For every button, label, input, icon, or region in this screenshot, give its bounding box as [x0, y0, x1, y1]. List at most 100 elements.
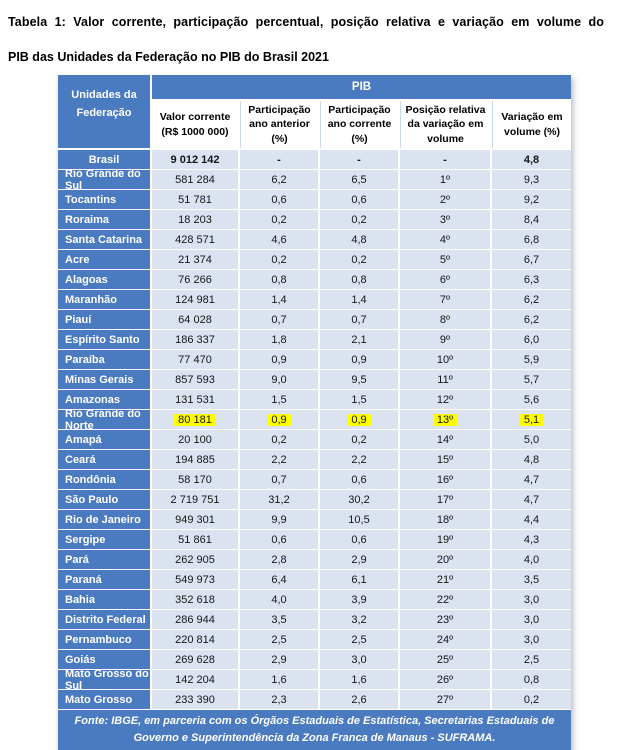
cell-value: 4,0: [240, 590, 318, 609]
cell-value: 0,6: [320, 530, 398, 549]
cell-value: 6º: [400, 270, 490, 289]
table-row: Minas Gerais 857 593 9,0 9,5 11º 5,7: [58, 370, 571, 389]
cell-value: 5,0: [492, 430, 571, 449]
cell-value: 233 390: [152, 690, 238, 709]
cell-value: 16º: [400, 470, 490, 489]
table-row: Pernambuco 220 814 2,5 2,5 24º 3,0: [58, 630, 571, 649]
cell-value: 1,6: [240, 670, 318, 689]
cell-value: 949 301: [152, 510, 238, 529]
table-row: Rio de Janeiro 949 301 9,9 10,5 18º 4,4: [58, 510, 571, 529]
row-label: Alagoas: [58, 270, 150, 289]
cell-value: 6,2: [492, 310, 571, 329]
row-label: Rio Grande do Sul: [58, 168, 150, 192]
cell-value: 8,4: [492, 210, 571, 229]
table-row: Bahia 352 618 4,0 3,9 22º 3,0: [58, 590, 571, 609]
cell-value: 2,9: [240, 650, 318, 669]
cell-value: 0,7: [240, 310, 318, 329]
cell-value: 3º: [400, 210, 490, 229]
cell-value: 5,7: [492, 370, 571, 389]
row-label: Rio Grande do Norte: [58, 408, 150, 432]
cell-value: 8º: [400, 310, 490, 329]
row-label: Maranhão: [58, 290, 150, 309]
cell-value: 4,3: [492, 530, 571, 549]
row-label: Espírito Santo: [58, 330, 150, 349]
row-label: Sergipe: [58, 530, 150, 549]
row-label: Amapá: [58, 430, 150, 449]
cell-value: 0,8: [240, 270, 318, 289]
row-label: Piauí: [58, 310, 150, 329]
cell-value: 4,7: [492, 470, 571, 489]
cell-value: 9,3: [492, 170, 571, 189]
cell-value: 6,0: [492, 330, 571, 349]
cell-value: 22º: [400, 590, 490, 609]
cell-value: 9,9: [240, 510, 318, 529]
cell-value: 10,5: [320, 510, 398, 529]
cell-value: 3,0: [320, 650, 398, 669]
cell-value: 31,2: [240, 490, 318, 509]
cell-value: 30,2: [320, 490, 398, 509]
cell-value: 2,5: [492, 650, 571, 669]
table-row: Maranhão 124 981 1,4 1,4 7º 6,2: [58, 290, 571, 309]
table-row: Alagoas 76 266 0,8 0,8 6º 6,3: [58, 270, 571, 289]
table-row: Ceará 194 885 2,2 2,2 15º 4,8: [58, 450, 571, 469]
cell-value: 3,0: [492, 630, 571, 649]
cell-value: 80 181: [152, 410, 238, 429]
cell-value: 17º: [400, 490, 490, 509]
cell-value: 2,6: [320, 690, 398, 709]
table-row: Amapá 20 100 0,2 0,2 14º 5,0: [58, 430, 571, 449]
cell-value: 1,4: [240, 290, 318, 309]
row-label: Tocantins: [58, 190, 150, 209]
cell-value: 51 861: [152, 530, 238, 549]
highlight-mark: 13º: [432, 413, 458, 426]
cell-value: 58 170: [152, 470, 238, 489]
cell-value: 0,6: [320, 190, 398, 209]
table-row: Sergipe 51 861 0,6 0,6 19º 4,3: [58, 530, 571, 549]
cell-value: 142 204: [152, 670, 238, 689]
cell-value: 5,9: [492, 350, 571, 369]
table-row: Rio Grande do Norte 80 181 0,9 0,9 13º 5,1: [58, 408, 571, 432]
pib-table: Unidades da Federação PIB Valor corrente…: [58, 75, 571, 750]
cell-value: 0,9: [240, 410, 318, 429]
cell-value: 15º: [400, 450, 490, 469]
cell-value: 0,2: [492, 690, 571, 709]
cell-value: 131 531: [152, 390, 238, 409]
cell-value: 220 814: [152, 630, 238, 649]
cell-value: 4,8: [492, 150, 571, 169]
row-label: Pará: [58, 550, 150, 569]
cell-value: 26º: [400, 670, 490, 689]
row-label: Rondônia: [58, 470, 150, 489]
table-row: Paraná 549 973 6,4 6,1 21º 3,5: [58, 570, 571, 589]
table-header: Unidades da Federação PIB Valor corrente…: [58, 75, 571, 148]
cell-value: 2,8: [240, 550, 318, 569]
cell-value: 1,4: [320, 290, 398, 309]
row-label: Bahia: [58, 590, 150, 609]
highlight-mark: 0,9: [347, 413, 371, 426]
cell-value: 581 284: [152, 170, 238, 189]
cell-value: 0,9: [320, 350, 398, 369]
table-row: Mato Grosso do Sul 142 204 1,6 1,6 26º 0,8: [58, 668, 571, 692]
cell-value: 2,9: [320, 550, 398, 569]
column-header-valor-corrente: Valor corrente (R$ 1000 000): [152, 101, 238, 148]
cell-value: 1,6: [320, 670, 398, 689]
row-label: Acre: [58, 250, 150, 269]
cell-value: 64 028: [152, 310, 238, 329]
column-header-participacao-corrente: Participação ano corrente (%): [320, 101, 398, 148]
cell-value: -: [320, 150, 398, 169]
cell-value: 186 337: [152, 330, 238, 349]
cell-value: 0,2: [320, 250, 398, 269]
cell-value: -: [400, 150, 490, 169]
cell-value: 0,6: [240, 190, 318, 209]
cell-value: 11º: [400, 370, 490, 389]
cell-value: 21º: [400, 570, 490, 589]
table-row: Paraíba 77 470 0,9 0,9 10º 5,9: [58, 350, 571, 369]
cell-value: 19º: [400, 530, 490, 549]
row-label: Santa Catarina: [58, 230, 150, 249]
row-label: Distrito Federal: [58, 610, 150, 629]
subheader-row: Valor corrente (R$ 1000 000) Participaçã…: [152, 101, 571, 148]
cell-value: 428 571: [152, 230, 238, 249]
cell-value: 0,2: [240, 430, 318, 449]
cell-value: 4,8: [492, 450, 571, 469]
column-header-variacao-volume: Variação em volume (%): [492, 101, 571, 148]
cell-value: 12º: [400, 390, 490, 409]
